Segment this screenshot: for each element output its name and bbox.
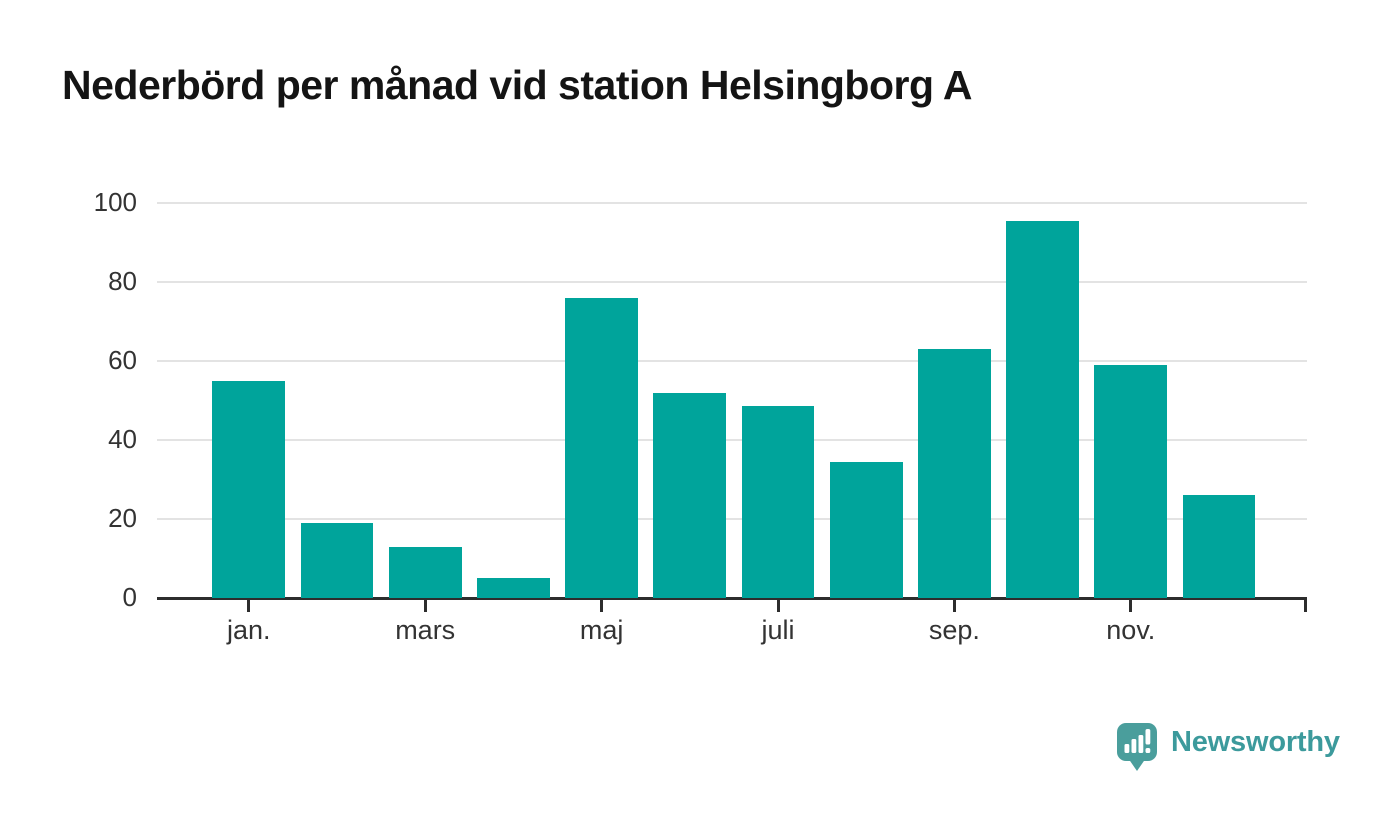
newsworthy-logo-text: Newsworthy — [1171, 726, 1340, 758]
newsworthy-logo-icon — [1117, 723, 1157, 771]
bar-okt — [1006, 220, 1079, 598]
bar-juni — [653, 392, 727, 598]
bar-feb — [300, 522, 374, 598]
bar-maj — [565, 297, 638, 598]
gridline-60 — [157, 360, 1307, 362]
x-tick-mars — [423, 598, 427, 612]
x-tick-maj — [600, 598, 604, 612]
gridline-100 — [157, 202, 1307, 204]
y-tick-label-60: 60 — [108, 344, 137, 375]
bar-jan — [212, 380, 286, 598]
bar-aug — [829, 461, 903, 598]
x-axis-line — [157, 596, 1307, 600]
gridline-80 — [157, 281, 1307, 283]
y-tick-label-0: 0 — [122, 581, 137, 612]
bar-nov — [1094, 364, 1168, 598]
bar-juli — [741, 406, 815, 598]
bar-dec — [1182, 495, 1256, 598]
newsworthy-brand: Newsworthy — [1117, 723, 1340, 771]
page-title: Nederbörd per månad vid station Helsingb… — [62, 62, 973, 108]
x-tick-juli — [776, 598, 780, 612]
x-tick-label-sep: sep. — [928, 615, 980, 645]
x-tick-label-nov: nov. — [1106, 615, 1156, 645]
x-tick-nov — [1129, 598, 1133, 612]
x-tick-label-maj: maj — [579, 615, 624, 645]
bar-mars — [388, 546, 462, 598]
bar-apr — [477, 578, 550, 598]
plot-area: 0 20 40 60 80 100 jan. mars maj juli sep. nov. — [94, 187, 1307, 645]
y-tick-label-20: 20 — [108, 502, 137, 533]
y-tick-label-40: 40 — [108, 423, 137, 454]
y-tick-label-80: 80 — [108, 265, 137, 296]
gridline-40 — [157, 439, 1307, 441]
gridline-20 — [157, 518, 1307, 520]
x-tick-label-juli: juli — [761, 615, 795, 645]
x-tick-jan — [247, 598, 251, 612]
x-tick-label-jan: jan. — [227, 615, 271, 645]
x-axis-end-tick — [1304, 598, 1307, 612]
x-tick-label-mars: mars — [395, 615, 456, 645]
bar-sep — [918, 349, 991, 598]
y-tick-label-100: 100 — [93, 186, 137, 217]
x-tick-sep — [952, 598, 956, 612]
